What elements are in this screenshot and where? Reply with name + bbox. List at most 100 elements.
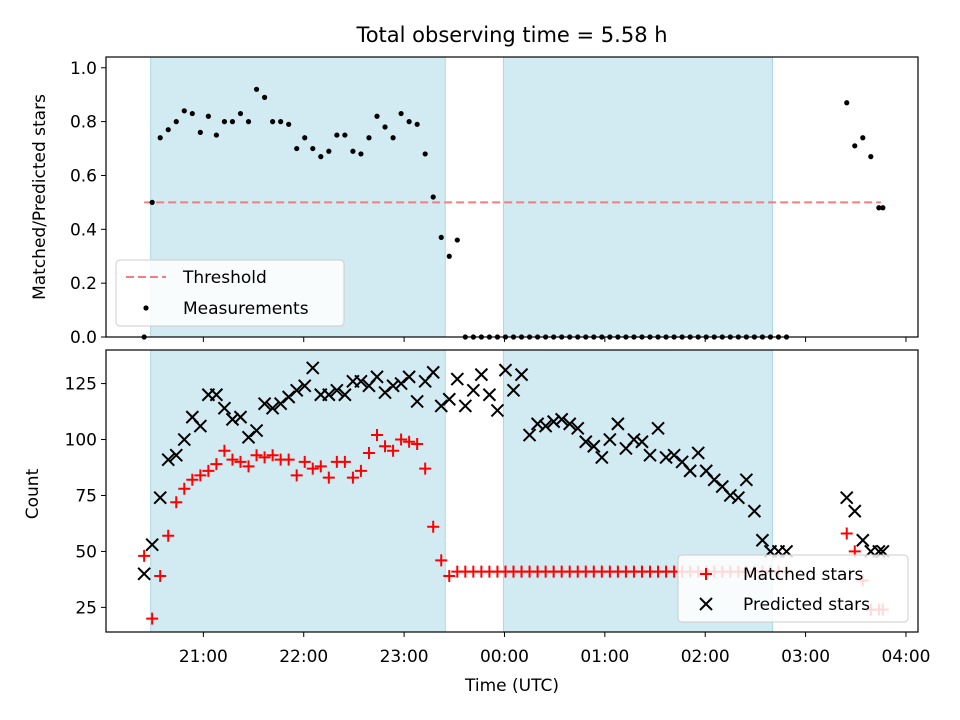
predicted-stars-point (169, 448, 183, 462)
predicted-stars-point (209, 388, 224, 402)
legend-matched-swatch (700, 568, 712, 580)
predicted-stars-point (546, 414, 561, 429)
x-tick-label: 04:00 (881, 647, 930, 667)
predicted-stars-point (257, 397, 272, 411)
matched-stars-point (290, 469, 303, 482)
matched-stars-point (354, 464, 367, 477)
predicted-stars-point (723, 488, 738, 503)
measurement-point (294, 145, 300, 152)
legend-measurements-swatch (143, 305, 149, 311)
measurement-point (358, 151, 364, 157)
measurement-point (181, 108, 187, 114)
measurement-point (844, 100, 850, 106)
predicted-stars-point (755, 533, 770, 547)
predicted-stars-point (611, 417, 625, 431)
matched-stars-point (840, 527, 853, 540)
bottom-observing-band-0 (150, 349, 446, 633)
top-y-tick-label: 0.6 (70, 166, 97, 186)
measurement-point (852, 143, 858, 149)
matched-stars-point (322, 471, 335, 484)
measurement-point (366, 135, 372, 141)
predicted-stars-point (354, 374, 368, 389)
chart-title: Total observing time = 5.58 h (355, 23, 667, 47)
predicted-stars-point (739, 473, 754, 487)
legend-matched-label: Matched stars (743, 565, 863, 585)
measurement-point (270, 119, 276, 125)
measurement-point (374, 113, 380, 119)
predicted-stars-point (522, 428, 537, 442)
predicted-stars-point (426, 365, 440, 380)
measurement-point (165, 127, 171, 133)
predicted-stars-point (137, 567, 151, 581)
predicted-stars-point (635, 435, 649, 449)
predicted-stars-point (370, 370, 384, 384)
predicted-stars-point (691, 446, 705, 460)
predicted-stars-point (249, 423, 264, 438)
measurement-point (229, 119, 236, 125)
x-tick-label: 21:00 (179, 647, 228, 667)
predicted-stars-point (458, 399, 473, 413)
predicted-stars-point (330, 383, 344, 397)
matched-stars-point (306, 462, 319, 475)
predicted-stars-point (571, 421, 585, 436)
matched-stars-point (346, 471, 359, 484)
matched-stars-point (226, 453, 239, 466)
matched-stars-point (162, 529, 175, 542)
predicted-stars-point (683, 464, 697, 478)
matched-stars-point (427, 520, 440, 533)
predicted-stars-point (482, 388, 497, 402)
x-tick-label: 00:00 (480, 647, 529, 667)
measurement-point (205, 113, 211, 119)
predicted-stars-point (840, 491, 854, 505)
matched-stars-point (146, 612, 159, 625)
predicted-stars-point (731, 491, 746, 505)
measurement-point (237, 110, 244, 117)
predicted-stars-point (490, 403, 505, 418)
matched-stars-point (443, 570, 456, 583)
predicted-stars-point (579, 435, 593, 449)
measurement-point (221, 119, 228, 125)
x-axis-label: Time (UTC) (464, 676, 559, 696)
predicted-stars-point (217, 401, 232, 415)
measurement-point (406, 119, 412, 125)
predicted-stars-point (587, 439, 601, 453)
bottom-legend-box (677, 554, 909, 623)
matched-stars-point (242, 460, 255, 473)
predicted-stars-point (306, 361, 320, 375)
measurement-point (446, 253, 452, 259)
predicted-stars-point (450, 372, 465, 386)
x-tick-label: 23:00 (380, 647, 429, 667)
measurement-point (302, 135, 308, 141)
x-tick-label: 03:00 (781, 647, 830, 667)
top-y-tick-label: 0.2 (70, 274, 97, 294)
predicted-stars-point (627, 432, 641, 447)
x-tick-label: 22:00 (279, 647, 328, 667)
measurement-point (868, 154, 874, 160)
matched-stars-point (266, 449, 279, 462)
bottom-y-tick-label: 125 (65, 375, 97, 395)
predicted-stars-point (225, 412, 240, 427)
measurement-point (173, 119, 179, 125)
top-y-tick-label: 1.0 (70, 59, 97, 79)
top-plot-frame (105, 56, 919, 338)
measurement-point (213, 132, 220, 138)
predicted-stars-point (410, 394, 424, 409)
matched-stars-point (210, 458, 223, 471)
predicted-stars-point (530, 417, 545, 431)
measurement-point (390, 135, 396, 141)
measurement-point (398, 110, 404, 117)
predicted-stars-point (322, 388, 336, 402)
measurement-point (342, 132, 348, 138)
predicted-stars-point (554, 412, 569, 427)
predicted-stars-point (603, 432, 617, 447)
top-y-tick-label: 0.8 (70, 113, 97, 133)
predicted-stars-point (402, 370, 416, 384)
predicted-stars-point (145, 538, 159, 552)
predicted-stars-point (848, 504, 862, 518)
legend-predicted-label: Predicted stars (743, 595, 870, 615)
matched-stars-point (419, 462, 432, 475)
predicted-stars-point (643, 448, 657, 462)
measurement-point (430, 194, 436, 200)
measurement-point (382, 124, 388, 130)
measurement-point (310, 145, 316, 152)
